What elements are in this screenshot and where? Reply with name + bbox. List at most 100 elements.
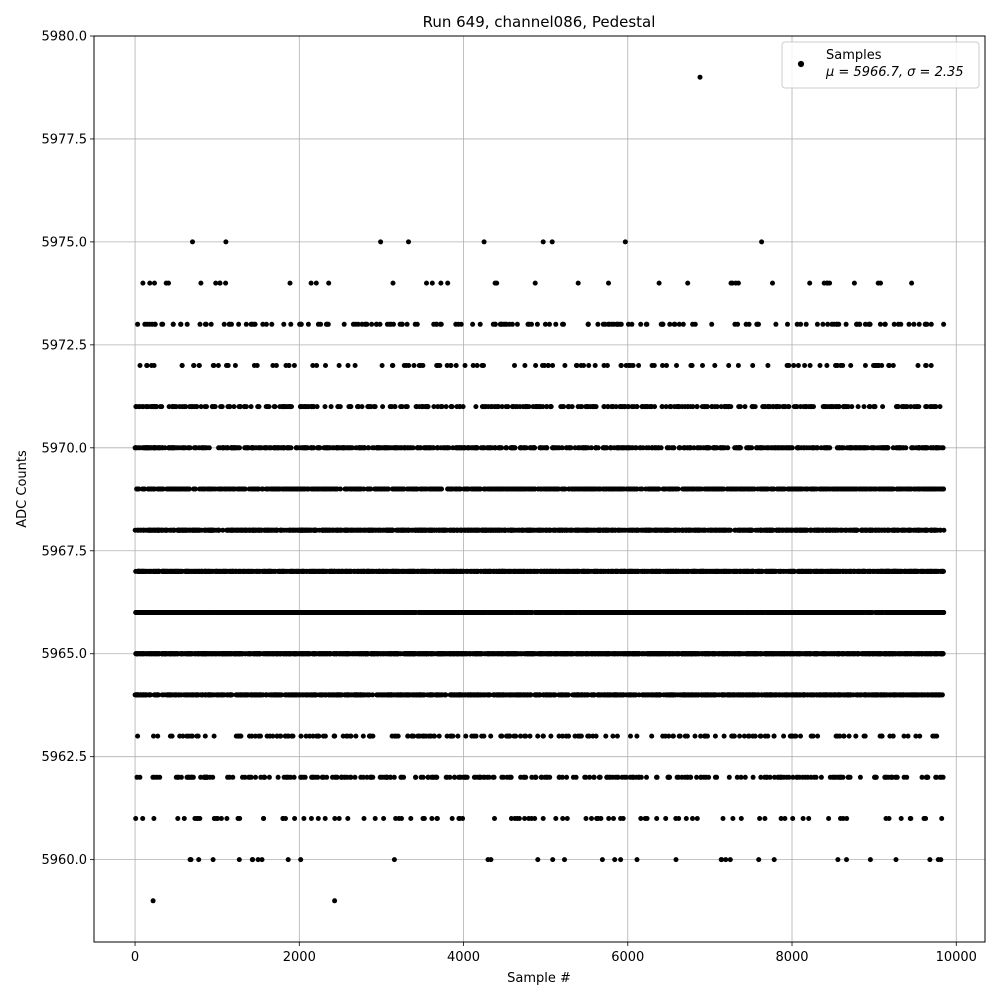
data-point	[236, 733, 242, 739]
data-point	[348, 774, 354, 780]
data-point	[202, 651, 208, 657]
data-point	[797, 692, 803, 698]
data-point	[161, 692, 167, 698]
data-point	[611, 816, 616, 821]
data-point	[913, 733, 919, 739]
data-point	[326, 692, 331, 698]
data-point	[671, 651, 677, 657]
data-point	[532, 816, 538, 821]
data-point	[811, 774, 817, 780]
data-point	[934, 774, 939, 780]
data-point	[787, 651, 793, 657]
data-point	[189, 692, 195, 698]
data-point	[572, 733, 578, 739]
data-point	[663, 651, 669, 657]
data-point	[638, 816, 644, 821]
data-point	[583, 651, 589, 657]
data-point	[776, 692, 782, 698]
data-point	[274, 733, 280, 739]
data-point	[778, 816, 784, 821]
data-point	[682, 733, 688, 739]
data-point	[247, 774, 253, 780]
data-point	[421, 816, 427, 821]
data-point	[463, 733, 469, 739]
data-point	[746, 733, 752, 739]
data-point	[443, 774, 449, 780]
data-point	[247, 651, 252, 657]
data-point	[560, 816, 566, 821]
data-point	[328, 651, 334, 657]
data-point	[861, 733, 867, 739]
data-point	[867, 857, 873, 863]
data-point	[291, 774, 297, 780]
data-point	[258, 692, 264, 698]
data-point	[249, 733, 255, 739]
data-point	[454, 651, 460, 657]
data-point	[877, 733, 883, 739]
data-point	[893, 857, 899, 863]
data-point	[133, 816, 139, 821]
data-point	[332, 733, 338, 739]
data-point	[308, 816, 314, 821]
data-point	[563, 733, 569, 739]
data-point	[300, 692, 306, 698]
data-point	[151, 733, 156, 739]
data-point	[283, 816, 288, 821]
data-point	[315, 733, 321, 739]
data-point	[940, 651, 946, 657]
data-point	[428, 733, 434, 739]
data-point	[292, 816, 298, 821]
data-point	[267, 651, 273, 657]
data-point	[924, 774, 930, 780]
data-point	[703, 692, 709, 698]
data-point	[798, 733, 803, 739]
data-point	[824, 651, 830, 657]
data-point	[817, 692, 823, 698]
data-point	[723, 857, 729, 863]
data-point	[744, 692, 750, 698]
data-point	[786, 774, 792, 780]
data-point	[420, 774, 426, 780]
data-point	[599, 692, 605, 698]
data-point	[599, 857, 605, 863]
data-point	[738, 816, 744, 821]
data-point	[905, 733, 911, 739]
data-point	[654, 774, 660, 780]
data-point	[345, 816, 351, 821]
data-point	[442, 692, 448, 698]
data-point	[591, 692, 597, 698]
data-point	[499, 733, 505, 739]
data-point	[274, 692, 279, 698]
data-points	[132, 74, 947, 904]
data-point	[348, 733, 354, 739]
data-point	[267, 733, 273, 739]
data-point	[553, 816, 559, 821]
data-point	[353, 733, 359, 739]
data-point	[227, 774, 233, 780]
data-point	[175, 816, 181, 821]
data-point	[236, 857, 242, 863]
data-point	[840, 692, 846, 698]
data-point	[654, 692, 660, 698]
data-point	[240, 651, 246, 657]
data-point	[280, 651, 286, 657]
data-point	[432, 733, 437, 739]
data-point	[647, 692, 653, 698]
data-point	[342, 692, 348, 698]
data-point	[940, 774, 946, 780]
data-point	[455, 692, 461, 698]
data-point	[841, 733, 847, 739]
data-point	[762, 816, 768, 821]
data-point	[587, 774, 593, 780]
data-point	[628, 692, 634, 698]
data-point	[323, 651, 329, 657]
data-point	[712, 733, 718, 739]
data-point	[469, 733, 475, 739]
data-point	[727, 857, 733, 863]
data-point	[512, 816, 518, 821]
data-point	[261, 774, 267, 780]
data-point	[464, 774, 470, 780]
data-point	[424, 692, 430, 698]
data-point	[210, 651, 216, 657]
